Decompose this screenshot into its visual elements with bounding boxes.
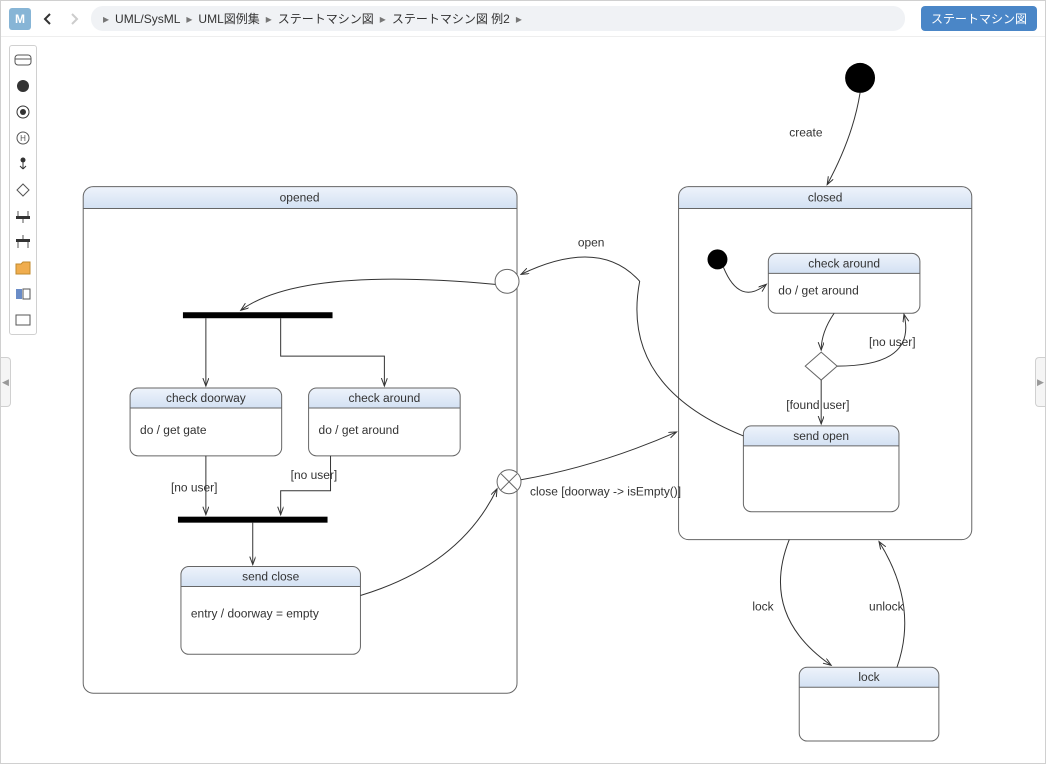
breadcrumb[interactable]: ▸ UML/SysML ▸ UML図例集 ▸ ステートマシン図 ▸ ステートマシ…: [91, 6, 905, 31]
state-body: do / get gate: [140, 423, 207, 437]
edge-label: close [doorway -> isEmpty()]: [530, 485, 681, 499]
entry-point-node[interactable]: [495, 269, 519, 293]
state-title: send close: [242, 570, 299, 584]
edge-label: [no user]: [869, 335, 916, 349]
state-title: check around: [808, 256, 880, 270]
state-check-around-right[interactable]: check around do / get around: [768, 253, 920, 313]
transition-close[interactable]: [521, 432, 677, 480]
header: M ▸ UML/SysML ▸ UML図例集 ▸ ステートマシン図 ▸ ステート…: [1, 1, 1045, 37]
state-send-close[interactable]: send close entry / doorway = empty: [181, 567, 361, 655]
state-title: lock: [858, 670, 879, 684]
state-title: check around: [348, 391, 420, 405]
state-title: check doorway: [166, 391, 246, 405]
state-body: entry / doorway = empty: [191, 606, 319, 620]
fork-bar[interactable]: [183, 312, 333, 318]
edge-label: [no user]: [171, 481, 218, 495]
diagram-canvas[interactable]: opened closed create check around do / g…: [1, 37, 1045, 763]
initial-state-node[interactable]: [845, 63, 875, 93]
state-body: do / get around: [778, 283, 858, 297]
edge-label: [found user]: [786, 398, 849, 412]
state-title: send open: [793, 429, 849, 443]
breadcrumb-item[interactable]: ステートマシン図: [278, 10, 374, 27]
diagram-type-badge: ステートマシン図: [921, 6, 1037, 31]
state-title: closed: [808, 191, 843, 205]
breadcrumb-item[interactable]: ステートマシン図 例2: [392, 10, 510, 27]
edge-label: lock: [752, 599, 773, 613]
chevron-right-icon: ▸: [103, 12, 109, 26]
edge-label: unlock: [869, 599, 904, 613]
chevron-right-icon: ▸: [266, 12, 272, 26]
transition-lock[interactable]: [780, 540, 831, 666]
chevron-right-icon: ▸: [186, 12, 192, 26]
exit-point-node[interactable]: [497, 470, 521, 494]
state-lock[interactable]: lock: [799, 667, 939, 741]
state-body: do / get around: [319, 423, 399, 437]
state-check-around-left[interactable]: check around do / get around: [309, 388, 461, 456]
state-title: opened: [280, 191, 320, 205]
edge-label: [no user]: [291, 468, 338, 482]
breadcrumb-item[interactable]: UML図例集: [198, 10, 259, 27]
nav-back-button[interactable]: [39, 10, 57, 28]
state-machine-diagram: opened closed create check around do / g…: [1, 37, 1045, 763]
transition-create[interactable]: [827, 93, 860, 185]
state-check-doorway[interactable]: check doorway do / get gate: [130, 388, 282, 456]
chevron-right-icon: ▸: [516, 12, 522, 26]
edge-label: create: [789, 126, 823, 140]
breadcrumb-item[interactable]: UML/SysML: [115, 12, 180, 26]
edge-label: open: [578, 235, 605, 249]
nav-forward-button[interactable]: [65, 10, 83, 28]
app-icon: M: [9, 8, 31, 30]
initial-state-node[interactable]: [707, 249, 727, 269]
chevron-right-icon: ▸: [380, 12, 386, 26]
state-send-open[interactable]: send open: [743, 426, 899, 512]
join-bar[interactable]: [178, 517, 328, 523]
